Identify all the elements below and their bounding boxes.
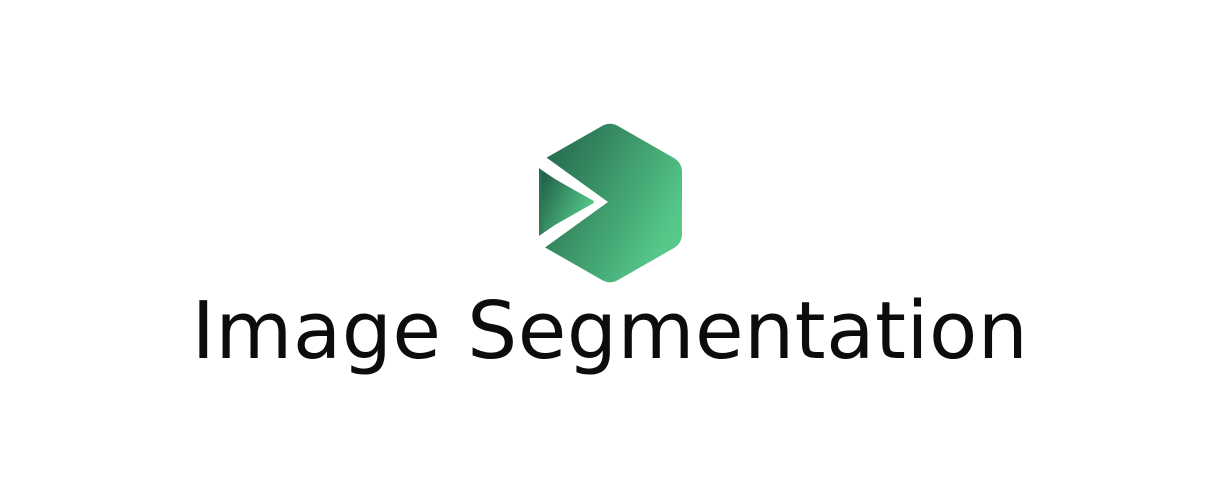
logo [532,120,688,286]
play-hexagon-icon [532,120,682,286]
page-title: Image Segmentation [191,285,1029,377]
